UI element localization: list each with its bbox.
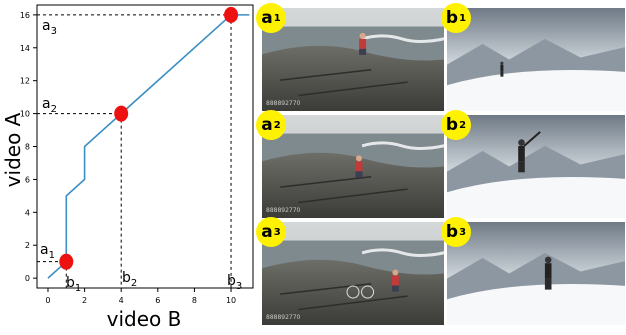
warping-path-line	[47, 14, 250, 279]
y-tick-label: 14	[20, 44, 30, 53]
keypoint-label-a1: a1	[40, 242, 55, 261]
keypoint-marker	[114, 105, 129, 122]
y-tick-label: 0	[25, 274, 30, 283]
frame-badge-index: 3	[273, 226, 281, 238]
x-tick-label: 2	[82, 296, 87, 305]
frame-badge-letter: a	[261, 115, 273, 135]
snow-mountain-frame	[447, 8, 625, 111]
frame-badge-index: 1	[459, 12, 467, 24]
x-tick-label: 0	[45, 296, 50, 305]
frame-badge-index: 2	[459, 119, 467, 131]
coastal-rocks-frame: 888892770	[262, 115, 444, 218]
stock-watermark: 888892770	[266, 314, 301, 321]
frame-badge-index: 3	[459, 226, 467, 238]
y-tick-label: 10	[20, 110, 30, 119]
x-tick-label: 4	[119, 296, 124, 305]
y-tick-label: 2	[25, 241, 30, 250]
frame-badge-letter: b	[445, 222, 459, 242]
frame-badge-letter: b	[445, 8, 459, 28]
snow-mountain-frame	[447, 115, 625, 218]
plot-frame	[36, 4, 254, 289]
frame-badge-letter: b	[445, 115, 459, 135]
alignment-chart: 0 2 4 6 8 10 0 2 4 6 8 10 12 14 16 a1 b1 a2 b2 a3 b3 video B…	[1, 4, 254, 331]
x-tick-label: 10	[226, 296, 236, 305]
y-tick-label: 8	[25, 143, 30, 152]
frame-badge-index: 2	[273, 119, 281, 131]
coastal-rocks-frame: 888892770	[262, 222, 444, 325]
keypoint-label-b1: b1	[66, 275, 81, 294]
x-tick-label: 6	[155, 296, 160, 305]
photo-image	[447, 115, 625, 218]
stock-watermark: 888892770	[266, 100, 301, 107]
y-tick-label: 16	[20, 11, 30, 20]
frame-badge-letter: a	[261, 8, 273, 28]
coastal-rocks-frame: 888892770	[262, 8, 444, 111]
y-tick-label: 6	[25, 175, 30, 184]
y-axis-label: video A	[1, 112, 25, 187]
keypoint-label-a3: a3	[42, 18, 57, 37]
photo-image	[447, 222, 625, 325]
keypoint-label-a2: a2	[42, 96, 57, 115]
y-tick-label: 4	[25, 208, 30, 217]
photo-image	[262, 8, 444, 111]
photo-image	[262, 115, 444, 218]
keypoint-marker	[59, 253, 74, 270]
snow-mountain-frame	[447, 222, 625, 325]
keypoint-label-b2: b2	[122, 270, 137, 289]
frame-badge-index: 1	[273, 12, 281, 24]
x-axis-label: video B	[107, 307, 182, 331]
frame-badge-letter: a	[261, 222, 273, 242]
keypoint-label-b3: b3	[227, 273, 242, 292]
y-tick-label: 12	[20, 77, 30, 86]
photo-image	[447, 8, 625, 111]
stock-watermark: 888892770	[266, 207, 301, 214]
photo-image	[262, 222, 444, 325]
x-tick-label: 8	[192, 296, 197, 305]
keypoint-marker	[224, 6, 239, 23]
